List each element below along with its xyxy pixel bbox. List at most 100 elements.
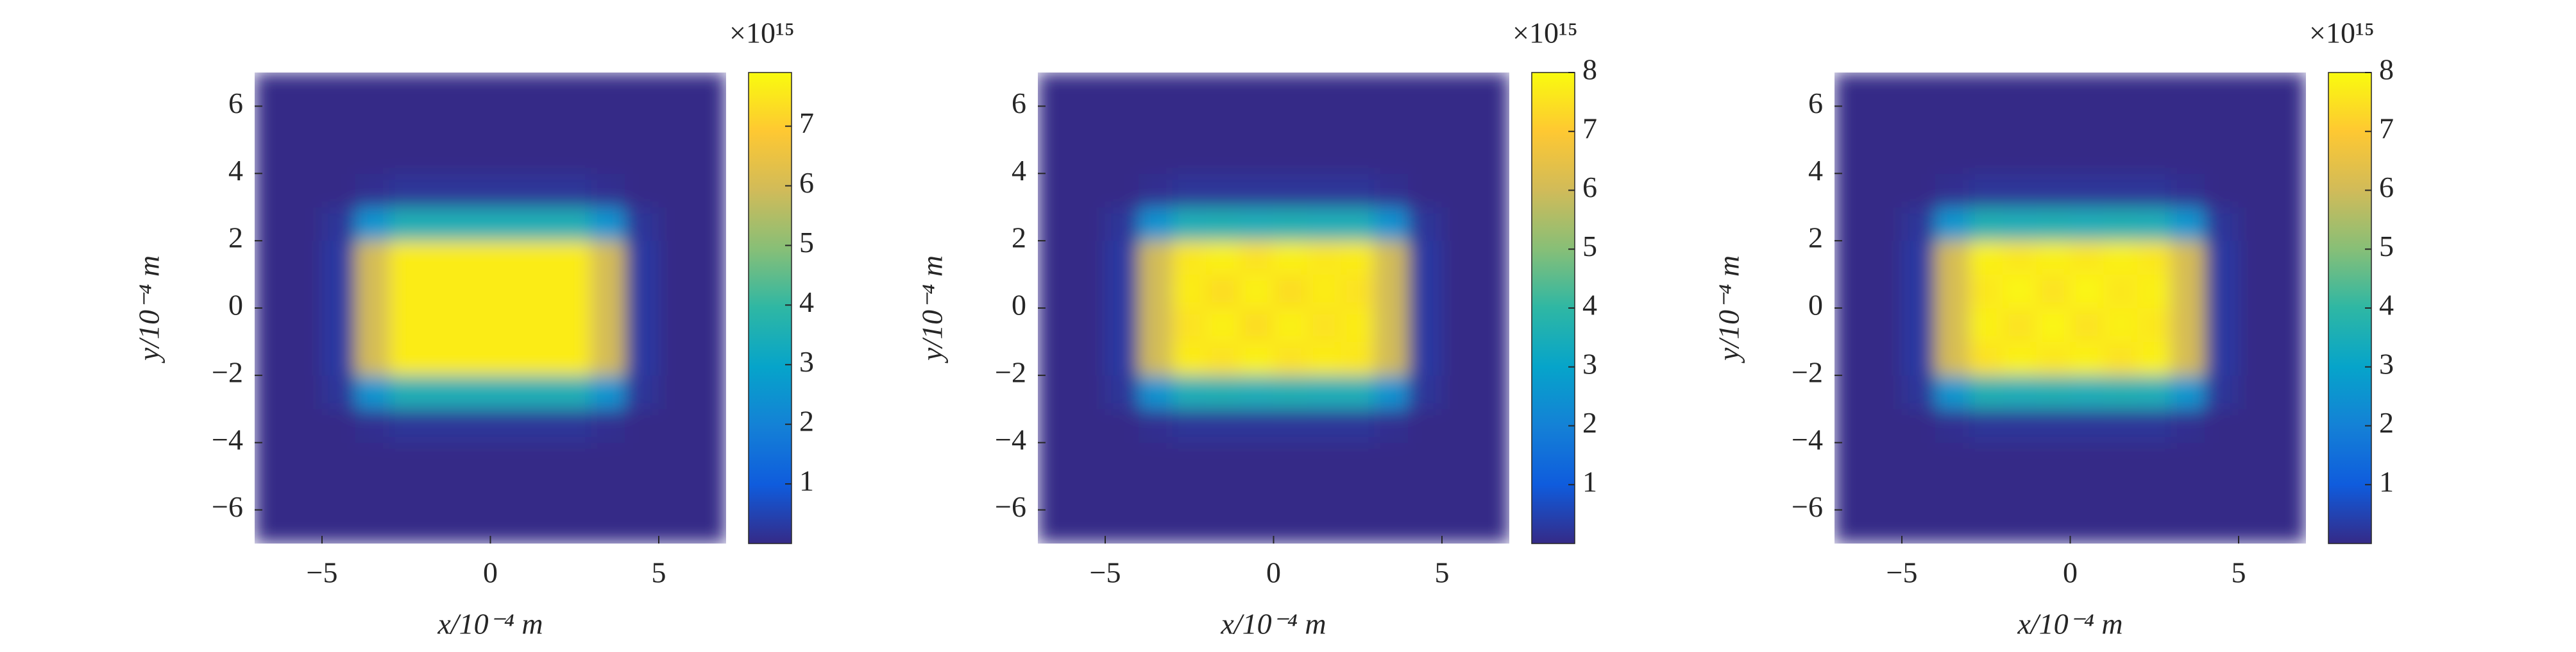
colorbar-tick-label: 2 [1582, 406, 1597, 439]
heat-cell [1868, 73, 1902, 107]
heat-cell [557, 476, 592, 511]
heat-cell [288, 307, 323, 342]
heat-cell [1206, 73, 1241, 107]
heat-cell [2137, 274, 2172, 309]
heat-cell [456, 476, 491, 511]
heat-cell [2070, 207, 2105, 241]
heat-cell [255, 510, 289, 544]
heat-cell [2171, 307, 2205, 342]
y-tick-label: 2 [228, 221, 243, 254]
heat-cell [1105, 375, 1139, 409]
heat-cell [2272, 240, 2306, 275]
heat-cell [1441, 341, 1476, 376]
heat-cell [1038, 307, 1072, 342]
heat-cell [658, 307, 693, 342]
heat-cell [1139, 408, 1173, 443]
heat-cell [1901, 442, 1936, 477]
heat-cell [456, 408, 491, 443]
heat-cell [692, 274, 726, 309]
heat-cell [557, 408, 592, 443]
heat-cell [1038, 375, 1072, 409]
heat-cell [1239, 442, 1274, 477]
heat-cell [591, 173, 625, 208]
heat-cell [1969, 105, 2003, 141]
heat-cell [355, 173, 390, 208]
y-tick-label: −6 [995, 490, 1026, 523]
heat-cell [389, 105, 423, 141]
heat-cell [2003, 375, 2037, 409]
heat-cell [2036, 307, 2071, 342]
heat-cell [1105, 442, 1139, 477]
heat-cell [1374, 240, 1409, 275]
heat-cell [2070, 307, 2105, 342]
heat-cell [591, 307, 625, 342]
heat-cell [1172, 442, 1207, 477]
heat-cell [456, 73, 491, 107]
heat-cell [625, 139, 659, 174]
heat-cell [1139, 240, 1173, 275]
colorbar-tick-label: 1 [799, 465, 814, 497]
heat-cell [1441, 476, 1476, 511]
heat-cell [423, 173, 457, 208]
heatmap-cells [1835, 73, 2306, 544]
heat-cell [1408, 408, 1443, 443]
heat-cell [1139, 274, 1173, 309]
heat-cell [1374, 274, 1409, 309]
heat-cell [2070, 476, 2105, 511]
y-tick-label: 0 [228, 289, 243, 322]
heat-cell [658, 73, 693, 107]
heat-cell [523, 510, 558, 544]
heat-cell [1475, 173, 1509, 208]
heat-cell [625, 375, 659, 409]
heat-cell [1038, 139, 1072, 174]
y-tick-label: −4 [995, 423, 1026, 456]
y-tick-label: 4 [228, 154, 243, 187]
heat-cell [1139, 375, 1173, 409]
heat-cell [557, 307, 592, 342]
heat-cell [490, 375, 525, 409]
heat-cell [625, 510, 659, 544]
heat-cell [1307, 510, 1341, 544]
heat-cell [456, 307, 491, 342]
heat-cell [423, 207, 457, 241]
heat-cell [321, 341, 356, 376]
heat-cell [490, 207, 525, 241]
heat-cell [1835, 408, 1868, 443]
heat-cell [1341, 408, 1375, 443]
heat-cell [1935, 476, 1970, 511]
heat-cell [456, 274, 491, 309]
heat-cell [1071, 510, 1106, 544]
heat-cell [523, 240, 558, 275]
heat-cell [2205, 73, 2239, 107]
heat-cell [1835, 274, 1868, 309]
heat-cell [591, 73, 625, 107]
heat-cell [2003, 476, 2037, 511]
heat-cell [1105, 274, 1139, 309]
heat-cell [692, 442, 726, 477]
heat-cell [1475, 105, 1509, 141]
heat-cell [490, 307, 525, 342]
heat-cell [2137, 341, 2172, 376]
heat-cell [1273, 139, 1308, 174]
heat-cell [1139, 139, 1173, 174]
heat-cell [1441, 207, 1476, 241]
heat-cell [1071, 476, 1106, 511]
heat-cell [1206, 207, 1241, 241]
heat-cell [692, 307, 726, 342]
heat-cell [2272, 510, 2306, 544]
heat-cell [2205, 173, 2239, 208]
heat-cell [1172, 476, 1207, 511]
heat-cell [1441, 240, 1476, 275]
heat-cell [2103, 139, 2138, 174]
heat-cell [1038, 442, 1072, 477]
heat-cell [1935, 274, 1970, 309]
heat-cell [1341, 375, 1375, 409]
heat-cell [2137, 105, 2172, 141]
heat-cell [2036, 341, 2071, 376]
heat-cell [1172, 341, 1207, 376]
heat-cell [1441, 408, 1476, 443]
y-tick-label: 4 [1808, 154, 1823, 187]
heat-cell [658, 274, 693, 309]
heat-cell [2171, 510, 2205, 544]
heat-cell [2171, 139, 2205, 174]
